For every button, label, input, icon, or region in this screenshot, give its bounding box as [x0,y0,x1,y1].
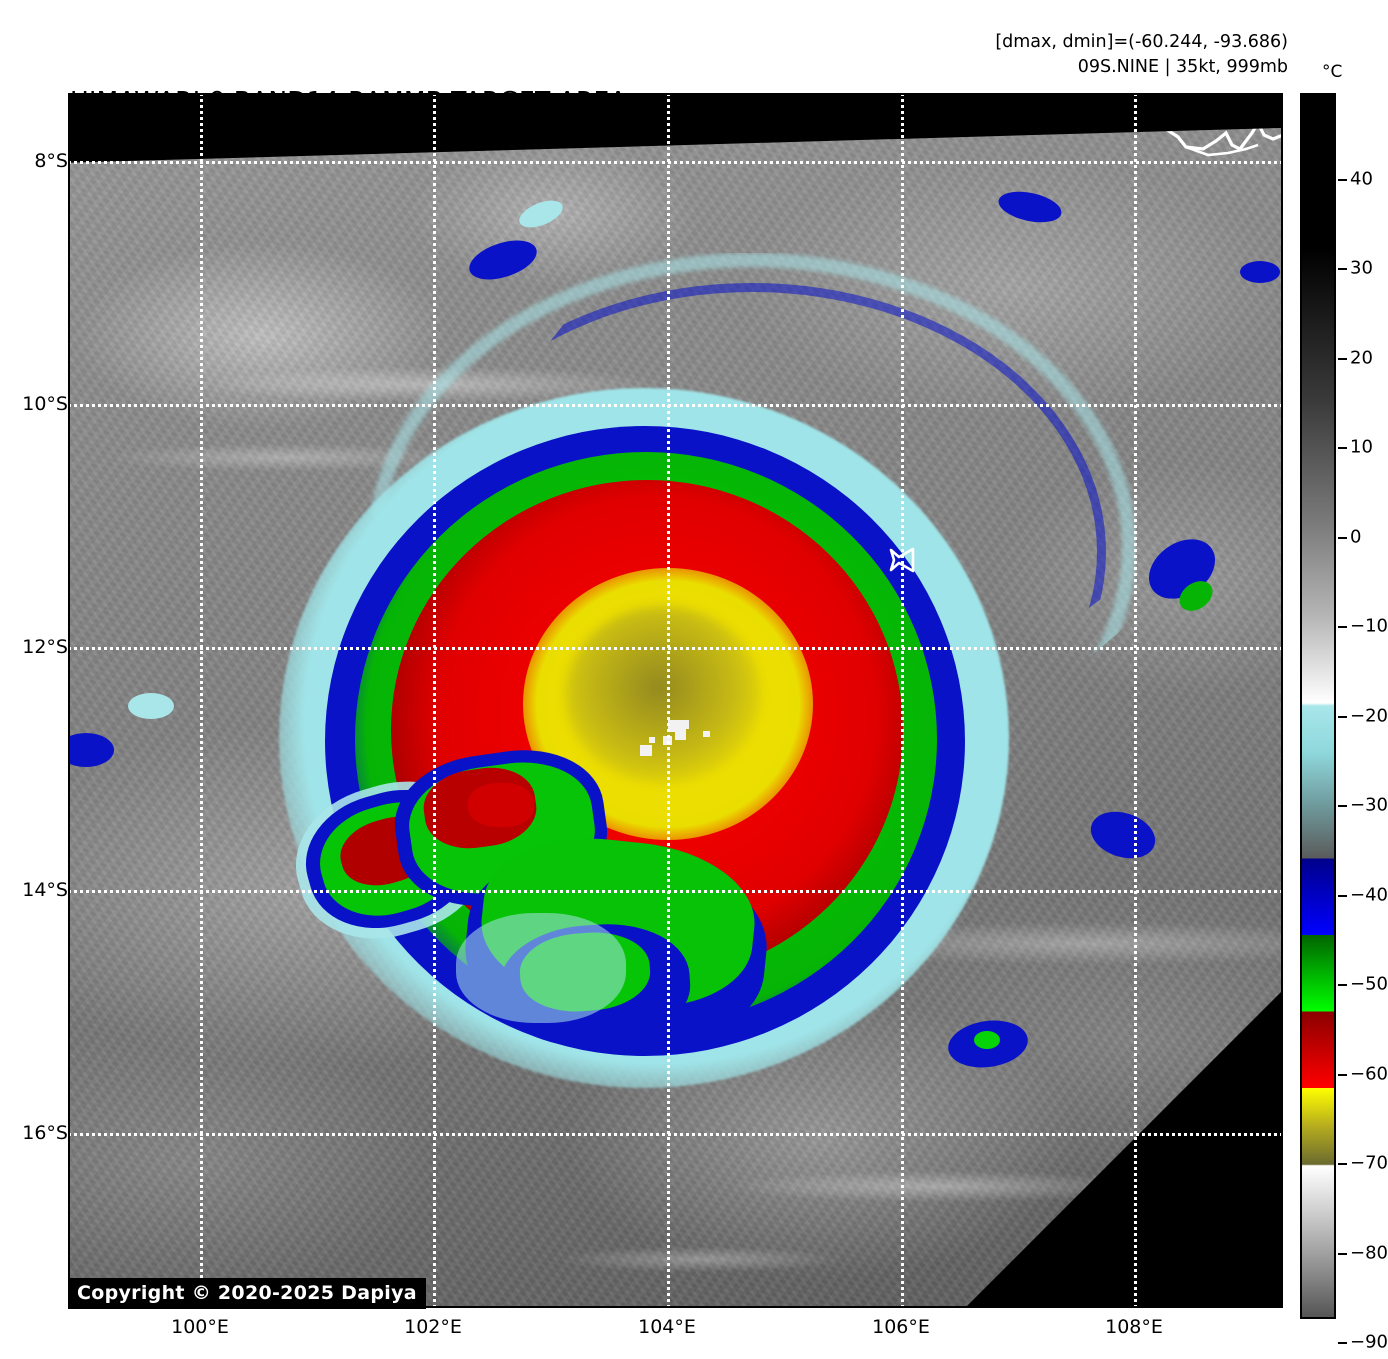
lon-label-104: 104°E [638,1316,696,1338]
cb-tick-m40 [1338,895,1347,897]
cb-label-m60: −60 [1350,1063,1388,1085]
gridline-lon-100 [200,93,203,1308]
outer-spiral-band-2 [468,283,1106,800]
cb-label-20: 20 [1350,347,1373,369]
cb-tick-m50 [1338,984,1347,986]
sumatra-coastline [967,99,1283,157]
storm-info-text: 09S.NINE | 35kt, 999mb [1077,56,1288,77]
lat-label-12: 12°S [22,636,68,658]
lon-label-102: 102°E [404,1316,462,1338]
cb-label-m30: −30 [1350,794,1388,816]
cb-label-m20: −20 [1350,705,1388,727]
storm-track-arrow-icon [889,547,915,573]
gridline-lon-102 [433,93,436,1308]
cb-label-m70: −70 [1350,1152,1388,1174]
gridline-lat-8 [68,161,1283,164]
temperature-colorbar [1300,93,1336,1319]
cb-tick-m70 [1338,1163,1347,1165]
cb-tick-m20 [1338,716,1347,718]
cb-tick-0 [1338,537,1347,539]
gridline-lon-106 [901,93,904,1308]
lon-label-106: 106°E [872,1316,930,1338]
satellite-image-plot [68,93,1283,1308]
cb-label-m40: −40 [1350,884,1388,906]
cb-tick-m90 [1338,1342,1347,1344]
cb-label-m90: −90 [1350,1331,1388,1353]
lat-label-8: 8°S [34,150,68,172]
copyright-banner: Copyright © 2020-2025 Dapiya [68,1278,426,1309]
colorbar-units-label: °C [1322,62,1343,82]
lat-label-16: 16°S [22,1122,68,1144]
lat-label-14: 14°S [22,879,68,901]
cb-label-m10: −10 [1350,615,1388,637]
cb-label-40: 40 [1350,168,1373,190]
lon-label-108: 108°E [1105,1316,1163,1338]
colorbar-gradient [1302,95,1334,1317]
gridline-lat-10 [68,404,1283,407]
cb-tick-10 [1338,447,1347,449]
cb-tick-40 [1338,179,1347,181]
gridline-lat-12 [68,647,1283,650]
cb-tick-m80 [1338,1253,1347,1255]
gridline-lat-16 [68,1133,1283,1136]
lon-label-100: 100°E [171,1316,229,1338]
cb-label-10: 10 [1350,436,1373,458]
shield-cold-core [565,606,761,784]
gridline-lon-104 [667,93,670,1308]
cb-label-0: 0 [1350,526,1362,548]
cb-tick-30 [1338,268,1347,270]
cb-label-m80: −80 [1350,1242,1388,1264]
cb-tick-m10 [1338,626,1347,628]
metadata-block: [dmax, dmin]=(-60.244, -93.686) 09S.NINE… [995,30,1288,80]
cb-tick-20 [1338,358,1347,360]
cb-label-m50: −50 [1350,973,1388,995]
lat-label-10: 10°S [22,393,68,415]
cb-tick-m30 [1338,805,1347,807]
gridline-lon-108 [1134,93,1137,1308]
dmax-dmin-text: [dmax, dmin]=(-60.244, -93.686) [995,32,1288,52]
gridline-lat-14 [68,890,1283,893]
cb-tick-m60 [1338,1074,1347,1076]
cb-label-30: 30 [1350,257,1373,279]
